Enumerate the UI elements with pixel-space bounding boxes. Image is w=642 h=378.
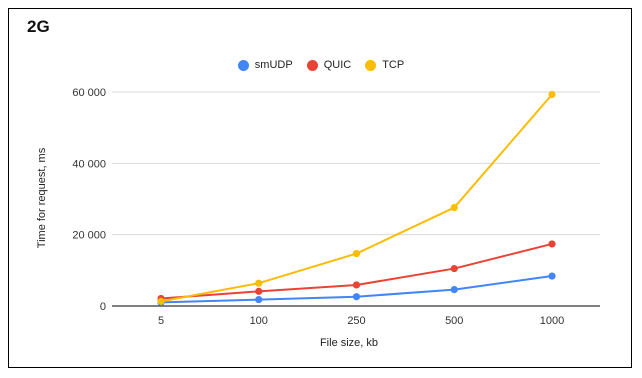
x-tick-label: 250 (347, 315, 365, 327)
data-point-smudp (450, 285, 458, 294)
legend-item-tcp: TCP (365, 59, 404, 71)
y-tick-label: 60 000 (72, 87, 106, 99)
y-tick-label: 0 (100, 301, 106, 313)
data-point-quic (450, 264, 458, 273)
data-point-quic (352, 281, 361, 289)
data-point-quic (548, 240, 556, 248)
legend: smUDP QUIC TCP (0, 59, 642, 71)
y-tick-label: 40 000 (72, 158, 106, 170)
legend-label-smudp: smUDP (254, 59, 293, 71)
chart-title: 2G (27, 17, 50, 36)
data-point-tcp (352, 249, 361, 258)
legend-item-smudp: smUDP (237, 59, 293, 71)
data-point-smudp (352, 293, 361, 301)
legend-swatch-quic (306, 59, 318, 71)
data-point-smudp (255, 295, 263, 304)
x-tick-label: 1000 (540, 315, 564, 327)
y-tick-label: 20 000 (72, 230, 106, 242)
legend-label-quic: QUIC (323, 59, 352, 71)
data-point-tcp (450, 203, 458, 212)
data-point-smudp (548, 272, 556, 280)
legend-swatch-tcp (365, 59, 377, 71)
legend-swatch-smudp (237, 59, 249, 71)
chart-frame (8, 8, 632, 368)
data-point-tcp (157, 297, 165, 305)
legend-label-tcp: TCP (382, 59, 405, 71)
data-point-tcp (548, 90, 556, 99)
data-point-tcp (255, 279, 263, 287)
x-tick-label: 500 (445, 315, 463, 327)
data-point-quic (255, 287, 263, 295)
x-tick-label: 5 (158, 315, 164, 327)
series-line-tcp (160, 93, 553, 303)
x-tick-label: 100 (250, 315, 268, 327)
x-axis-label: File size, kb (319, 337, 379, 349)
legend-item-quic: QUIC (306, 59, 352, 71)
